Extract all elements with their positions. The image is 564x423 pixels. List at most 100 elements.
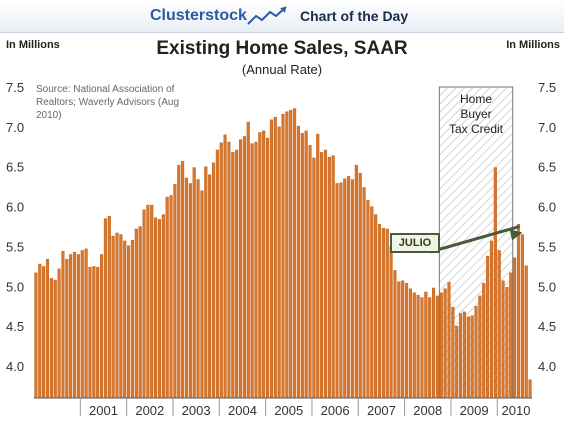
bar xyxy=(432,287,436,399)
bar xyxy=(61,251,65,399)
bar xyxy=(204,166,208,399)
y-tick-label-left: 7.0 xyxy=(6,120,24,135)
bar xyxy=(293,108,297,399)
bar xyxy=(127,245,131,399)
bar xyxy=(138,226,142,399)
bar xyxy=(524,265,528,399)
bar xyxy=(455,326,459,399)
y-axis-units-right: In Millions xyxy=(506,39,560,51)
bar xyxy=(366,200,370,399)
bar xyxy=(242,136,246,399)
x-tick-label: 2008 xyxy=(413,403,442,418)
bar xyxy=(451,306,455,399)
bar xyxy=(281,113,285,399)
bar xyxy=(300,133,304,399)
bar xyxy=(92,266,96,399)
y-tick-label-left: 6.0 xyxy=(6,200,24,215)
x-tick-label: 2007 xyxy=(367,403,396,418)
bar xyxy=(370,206,374,399)
y-tick-label-right: 4.0 xyxy=(538,359,556,374)
bar xyxy=(296,125,300,399)
bar xyxy=(528,379,532,399)
bar xyxy=(416,294,420,399)
bar xyxy=(107,215,111,399)
bar xyxy=(196,179,200,399)
bar xyxy=(497,250,501,399)
x-tick-label: 2005 xyxy=(274,403,303,418)
bar xyxy=(327,156,331,399)
bar xyxy=(412,292,416,399)
bar xyxy=(219,142,223,399)
bar xyxy=(277,126,281,399)
bar xyxy=(200,190,204,399)
bar xyxy=(493,167,497,399)
x-tick-label: 2004 xyxy=(228,403,257,418)
x-tick-label: 2002 xyxy=(135,403,164,418)
bar xyxy=(308,145,312,399)
x-tick-label: 2010 xyxy=(502,403,531,418)
bar xyxy=(227,141,231,399)
y-tick-label-left: 5.0 xyxy=(6,279,24,294)
bar xyxy=(350,179,355,399)
y-tick-label-left: 4.0 xyxy=(6,359,24,374)
bar xyxy=(181,160,185,399)
bar xyxy=(123,240,127,399)
x-tick-label: 2009 xyxy=(460,403,489,418)
bar xyxy=(428,297,432,399)
y-tick-label-left: 7.5 xyxy=(6,80,24,95)
annotation-arrow xyxy=(429,225,520,254)
bar xyxy=(57,268,61,399)
y-axis-units-left: In Millions xyxy=(6,39,60,51)
bar xyxy=(184,177,189,399)
bar xyxy=(420,297,424,399)
y-tick-label-right: 5.5 xyxy=(538,239,556,254)
bar xyxy=(130,239,134,399)
brand-name[interactable]: Clusterstock xyxy=(150,7,247,24)
bar xyxy=(273,117,277,399)
x-tick-label: 2006 xyxy=(321,403,350,418)
bar xyxy=(34,272,38,399)
bar xyxy=(381,227,385,399)
y-tick-label-right: 5.0 xyxy=(538,279,556,294)
bar xyxy=(223,134,227,399)
bar xyxy=(111,235,115,399)
bar xyxy=(254,141,258,399)
x-tick-label: 2001 xyxy=(89,403,118,418)
tax-credit-label-line: Tax Credit xyxy=(449,122,504,136)
y-tick-label-left: 6.5 xyxy=(6,160,24,175)
bar xyxy=(304,130,308,399)
bar xyxy=(119,234,123,399)
bar xyxy=(447,282,451,399)
bar xyxy=(320,152,324,399)
bar xyxy=(96,267,100,399)
bar xyxy=(72,251,77,399)
y-tick-label-right: 6.5 xyxy=(538,160,556,175)
bar xyxy=(269,119,273,399)
bar xyxy=(509,272,513,399)
bar xyxy=(42,266,46,399)
bar xyxy=(404,282,409,399)
y-tick-label-left: 5.5 xyxy=(6,239,24,254)
source-note: Source: National Association of Realtors… xyxy=(36,84,180,121)
bar xyxy=(142,209,146,399)
bar xyxy=(401,280,405,399)
bar xyxy=(443,288,447,399)
bar xyxy=(192,167,196,399)
bar xyxy=(459,313,463,399)
bar xyxy=(76,254,80,399)
bar xyxy=(362,187,366,399)
y-tick-label-left: 4.5 xyxy=(6,319,24,334)
bar xyxy=(520,234,524,399)
bar xyxy=(84,248,88,399)
chart-subtitle: (Annual Rate) xyxy=(241,62,323,77)
y-tick-label-right: 6.0 xyxy=(538,200,556,215)
bar xyxy=(161,214,165,399)
bar xyxy=(389,246,393,399)
line-chart-arrow-icon xyxy=(247,6,287,25)
tax-credit-label-line: Buyer xyxy=(460,107,491,121)
bar xyxy=(482,282,486,399)
bar xyxy=(157,219,162,399)
bar xyxy=(235,149,239,399)
